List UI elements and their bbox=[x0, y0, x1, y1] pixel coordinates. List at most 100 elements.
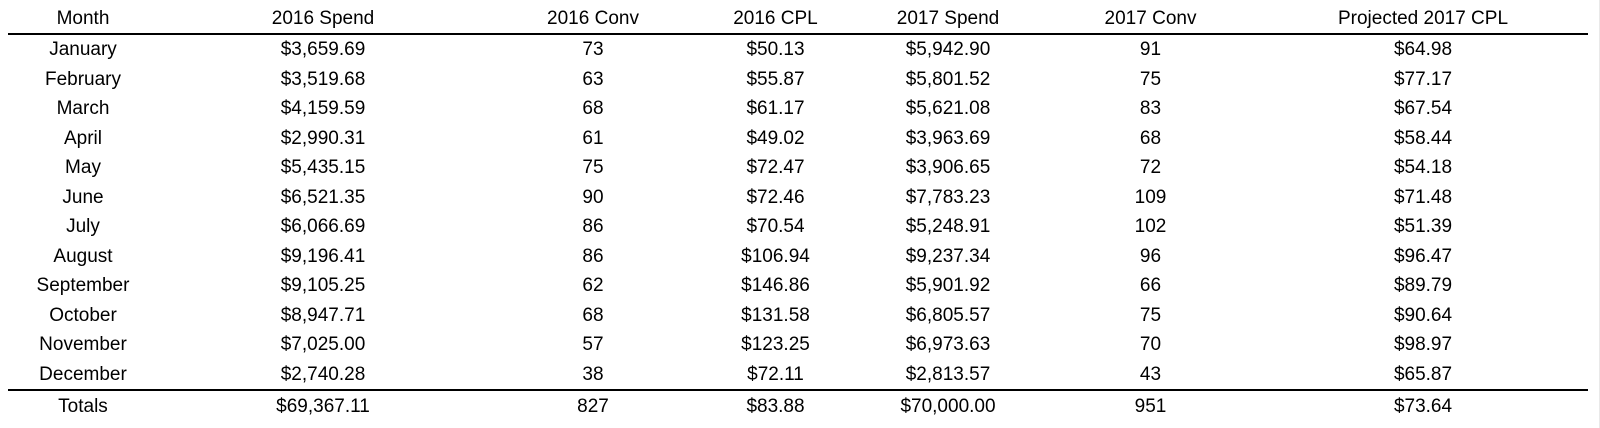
table-cell[interactable]: $72.11 bbox=[698, 359, 853, 391]
table-cell[interactable]: $2,990.31 bbox=[280, 127, 366, 149]
table-cell[interactable]: $96.47 bbox=[1393, 245, 1453, 267]
table-cell[interactable]: December bbox=[8, 359, 158, 391]
header-cell-2017-spend[interactable]: 2017 Spend bbox=[853, 4, 1043, 35]
table-cell[interactable]: $55.87 bbox=[746, 68, 805, 90]
table-cell[interactable]: $5,621.08 bbox=[905, 98, 991, 120]
table-cell[interactable]: $51.39 bbox=[1393, 216, 1453, 238]
table-cell[interactable]: $131.58 bbox=[741, 304, 810, 326]
header-cell-2016-cpl[interactable]: 2016 CPL bbox=[698, 4, 853, 35]
table-cell[interactable]: May bbox=[65, 157, 101, 179]
table-cell[interactable]: 86 bbox=[582, 245, 604, 267]
totals-cell[interactable]: $73.64 bbox=[1393, 396, 1453, 417]
table-row: July $6,066.69 86 $70.54 $5,248.91 102 $… bbox=[8, 212, 1588, 242]
table-cell[interactable]: 75 bbox=[1139, 304, 1162, 326]
table-cell[interactable]: $50.13 bbox=[746, 39, 805, 61]
table-cell[interactable]: April bbox=[63, 127, 102, 149]
table-cell[interactable]: $72.47 bbox=[746, 157, 805, 179]
table-cell[interactable]: $98.97 bbox=[1393, 334, 1453, 356]
totals-cell[interactable]: 951 bbox=[1134, 396, 1167, 417]
table-cell[interactable]: $65.87 bbox=[1258, 359, 1588, 391]
totals-cell[interactable]: Totals bbox=[58, 396, 108, 417]
table-cell[interactable]: $5,801.52 bbox=[905, 68, 991, 90]
table-cell[interactable]: 68 bbox=[582, 98, 604, 120]
header-cell-2016-spend[interactable]: 2016 Spend bbox=[158, 4, 488, 35]
header-cell-projected-2017-cpl[interactable]: Projected 2017 CPL bbox=[1258, 4, 1588, 35]
table-cell[interactable]: 109 bbox=[1134, 186, 1167, 208]
table-cell[interactable]: 61 bbox=[582, 127, 604, 149]
header-cell-2017-conv[interactable]: 2017 Conv bbox=[1043, 4, 1258, 35]
table-cell[interactable]: November bbox=[39, 334, 127, 356]
table-cell[interactable]: $7,025.00 bbox=[280, 334, 366, 356]
table-cell[interactable]: $5,901.92 bbox=[905, 275, 991, 297]
table-cell[interactable]: $3,659.69 bbox=[280, 39, 366, 61]
table-cell[interactable]: $54.18 bbox=[1393, 157, 1453, 179]
table-cell[interactable]: $90.64 bbox=[1393, 304, 1453, 326]
table-cell[interactable]: $6,973.63 bbox=[905, 334, 991, 356]
table-cell[interactable]: February bbox=[44, 68, 122, 90]
totals-cell[interactable]: $70,000.00 bbox=[900, 396, 996, 417]
table-cell[interactable]: 66 bbox=[1139, 275, 1162, 297]
header-cell-2016-conv[interactable]: 2016 Conv bbox=[488, 4, 698, 35]
table-cell[interactable]: $5,435.15 bbox=[280, 157, 366, 179]
table-cell[interactable]: 57 bbox=[582, 334, 604, 356]
table-cell[interactable]: $72.46 bbox=[746, 186, 805, 208]
table-cell[interactable]: $9,196.41 bbox=[280, 245, 366, 267]
table-cell[interactable]: $3,906.65 bbox=[905, 157, 991, 179]
table-cell[interactable]: $6,066.69 bbox=[280, 216, 366, 238]
table-cell[interactable]: $2,740.28 bbox=[158, 359, 488, 391]
totals-cell[interactable]: 827 bbox=[577, 396, 609, 417]
table-cell[interactable]: 96 bbox=[1139, 245, 1162, 267]
totals-cell[interactable]: $83.88 bbox=[746, 396, 805, 417]
table-cell[interactable]: 102 bbox=[1134, 216, 1167, 238]
table-cell[interactable]: $71.48 bbox=[1393, 186, 1453, 208]
table-cell[interactable]: 86 bbox=[582, 216, 604, 238]
table-cell[interactable]: $6,805.57 bbox=[905, 304, 991, 326]
table-cell[interactable]: $70.54 bbox=[746, 216, 805, 238]
table-cell[interactable]: $123.25 bbox=[741, 334, 810, 356]
table-cell[interactable]: $9,105.25 bbox=[280, 275, 366, 297]
table-cell[interactable]: $58.44 bbox=[1393, 127, 1453, 149]
table-cell[interactable]: $49.02 bbox=[746, 127, 805, 149]
table-cell[interactable]: 91 bbox=[1139, 39, 1162, 61]
table-cell[interactable]: January bbox=[49, 39, 117, 61]
table-cell[interactable]: $6,521.35 bbox=[280, 186, 366, 208]
table-cell[interactable]: 70 bbox=[1139, 334, 1162, 356]
table-cell[interactable]: June bbox=[62, 186, 104, 208]
table-cell[interactable]: 63 bbox=[582, 68, 604, 90]
table-cell[interactable]: $146.86 bbox=[741, 275, 810, 297]
table-cell[interactable]: 90 bbox=[582, 186, 604, 208]
table-cell[interactable]: August bbox=[53, 245, 113, 267]
table-cell[interactable]: July bbox=[66, 216, 100, 238]
table-cell[interactable]: $64.98 bbox=[1393, 39, 1453, 61]
table-cell[interactable]: September bbox=[36, 275, 130, 297]
table-cell[interactable]: 43 bbox=[1043, 359, 1258, 391]
table-cell[interactable]: 38 bbox=[488, 359, 698, 391]
header-cell-month[interactable]: Month bbox=[8, 4, 158, 35]
table-cell[interactable]: 75 bbox=[582, 157, 604, 179]
table-cell[interactable]: $5,942.90 bbox=[905, 39, 991, 61]
table-cell[interactable]: 62 bbox=[582, 275, 604, 297]
table-cell[interactable]: 68 bbox=[582, 304, 604, 326]
table-cell[interactable]: $3,519.68 bbox=[280, 68, 366, 90]
table-cell[interactable]: $2,813.57 bbox=[853, 359, 1043, 391]
table-cell[interactable]: 83 bbox=[1139, 98, 1162, 120]
table-cell[interactable]: $8,947.71 bbox=[280, 304, 366, 326]
table-cell[interactable]: $89.79 bbox=[1393, 275, 1453, 297]
table-cell[interactable]: $106.94 bbox=[741, 245, 810, 267]
table-cell[interactable]: 75 bbox=[1139, 68, 1162, 90]
table-cell[interactable]: 73 bbox=[582, 39, 604, 61]
table-cell[interactable]: $77.17 bbox=[1393, 68, 1453, 90]
table-cell[interactable]: 68 bbox=[1139, 127, 1162, 149]
table-cell[interactable]: $7,783.23 bbox=[905, 186, 991, 208]
table-cell[interactable]: $9,237.34 bbox=[905, 245, 991, 267]
table-cell[interactable]: October bbox=[49, 304, 117, 326]
table-cell[interactable]: $3,963.69 bbox=[905, 127, 991, 149]
totals-cell[interactable]: $69,367.11 bbox=[276, 396, 370, 417]
table-cell[interactable]: 72 bbox=[1139, 157, 1162, 179]
table-cell[interactable]: $5,248.91 bbox=[905, 216, 991, 238]
table-cell[interactable]: $4,159.59 bbox=[280, 98, 366, 120]
table-cell[interactable]: March bbox=[56, 98, 110, 120]
table-row: March $4,159.59 68 $61.17 $5,621.08 83 $… bbox=[8, 94, 1588, 124]
table-cell[interactable]: $61.17 bbox=[746, 98, 805, 120]
table-cell[interactable]: $67.54 bbox=[1393, 98, 1453, 120]
